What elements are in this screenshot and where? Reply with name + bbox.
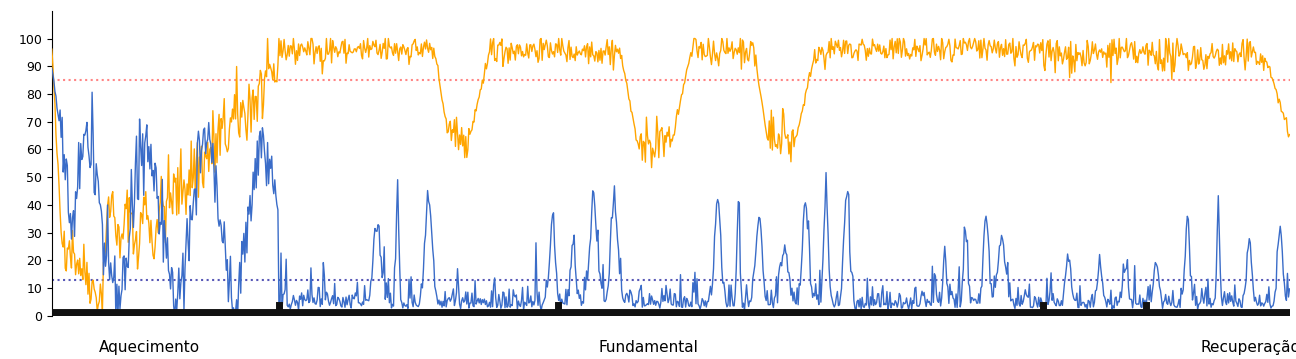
Text: Recuperação: Recuperação (1200, 340, 1296, 355)
Text: Aquecimento: Aquecimento (98, 340, 200, 355)
Text: Fundamental: Fundamental (597, 340, 699, 355)
